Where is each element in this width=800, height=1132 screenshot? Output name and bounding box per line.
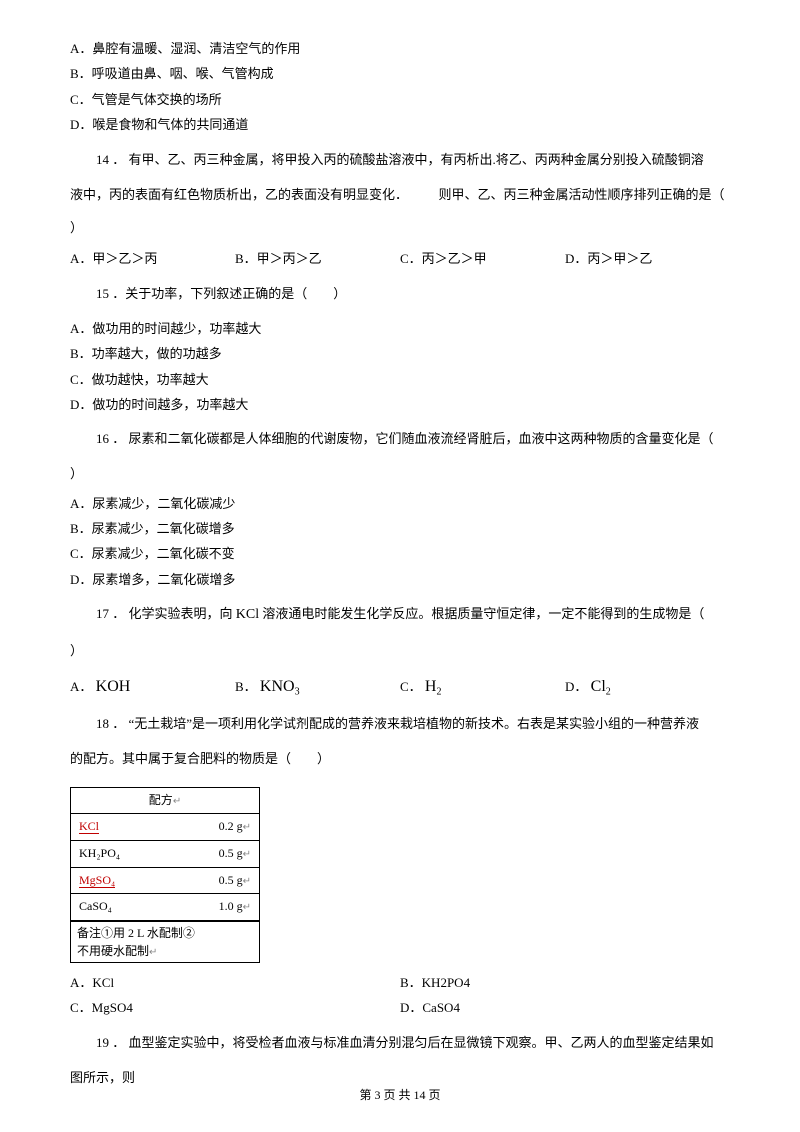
- q13-option-b: B．呼吸道由鼻、咽、喉、气管构成: [70, 62, 730, 85]
- q19-text1: 血型鉴定实验中，将受检者血液与标准血清分别混匀后在显微镜下观察。甲、乙两人的血型…: [129, 1035, 714, 1050]
- q13-option-d: D．喉是食物和气体的共同通道: [70, 113, 730, 136]
- q13-option-a: A．鼻腔有温暖、湿润、清洁空气的作用: [70, 37, 730, 60]
- q14-option-c: C．丙＞乙＞甲: [400, 247, 565, 270]
- q16-text1: 尿素和二氧化碳都是人体细胞的代谢废物，它们随血液流经肾脏后，血液中这两种物质的含…: [129, 431, 714, 446]
- val-text: 1.0 g: [219, 899, 243, 913]
- q16-option-d: D．尿素增多，二氧化碳增多: [70, 568, 730, 591]
- footer-total: 14: [414, 1088, 426, 1102]
- q19-num: 19 ．: [96, 1035, 125, 1050]
- cell-name: CaSO₄: [79, 896, 165, 918]
- q17-c-prefix: C．: [400, 679, 422, 694]
- footer-mid: 页 共: [380, 1088, 413, 1102]
- footer-prefix: 第: [359, 1088, 374, 1102]
- q16-num: 16 ．: [96, 431, 125, 446]
- q14-num: 14 ．: [96, 152, 125, 167]
- marker-icon: ↵: [149, 947, 157, 958]
- q14-option-d: D．丙＞甲＞乙: [565, 247, 730, 270]
- table-row: KCl 0.2 g↵: [71, 814, 259, 841]
- val-text: 0.2 g: [219, 819, 243, 833]
- q17-option-b: B． KNO3: [235, 673, 400, 702]
- q17-formula: KCl: [236, 607, 259, 622]
- table-header-text: 配方: [149, 793, 173, 807]
- q17-c-sub: 2: [436, 686, 441, 697]
- kcl-text: KCl: [79, 819, 99, 834]
- cell-val: 1.0 g↵: [165, 896, 251, 918]
- q18-options-row2: C．MgSO4 D．CaSO4: [70, 996, 730, 1019]
- marker-icon: ↵: [243, 876, 251, 887]
- table-note: 备注①用 2 L 水配制② 不用硬水配制↵: [71, 921, 259, 962]
- q17-c-formula: H: [425, 678, 437, 695]
- q16-text: 16 ． 尿素和二氧化碳都是人体细胞的代谢废物，它们随血液流经肾脏后，血液中这两…: [70, 426, 730, 452]
- val-text: 0.5 g: [219, 846, 243, 860]
- q14-close: ）: [70, 216, 730, 239]
- q17-b-prefix: B．: [235, 679, 257, 694]
- table-row: MgSO₄ 0.5 g↵: [71, 868, 259, 895]
- q18-option-c: C．MgSO4: [70, 996, 400, 1019]
- table-row: CaSO₄ 1.0 g↵: [71, 894, 259, 921]
- table-row: KH₂PO₄ 0.5 g↵: [71, 841, 259, 868]
- q17-b-formula: KNO: [260, 678, 295, 695]
- marker-icon: ↵: [243, 822, 251, 833]
- q15-option-c: C．做功越快，功率越大: [70, 368, 730, 391]
- q17-a-prefix: A．: [70, 679, 92, 694]
- q14-option-b: B．甲＞丙＞乙: [235, 247, 400, 270]
- cell-name: KH₂PO₄: [79, 843, 165, 865]
- q18-options-row1: A．KCl B．KH2PO4: [70, 971, 730, 994]
- marker-icon: ↵: [173, 796, 181, 807]
- q17-d-prefix: D．: [565, 679, 587, 694]
- q15-option-b: B．功率越大，做的功越多: [70, 342, 730, 365]
- q16-option-a: A．尿素减少，二氧化碳减少: [70, 492, 730, 515]
- q17-text: 17 ． 化学实验表明，向 KCl 溶液通电时能发生化学反应。根据质量守恒定律，…: [70, 601, 730, 629]
- q17-d-formula: Cl: [591, 678, 606, 695]
- marker-icon: ↵: [243, 902, 251, 913]
- q15-option-d: D．做功的时间越多，功率越大: [70, 393, 730, 416]
- q16-close: ）: [70, 462, 730, 485]
- q16-option-c: C．尿素减少，二氧化碳不变: [70, 542, 730, 565]
- q18-text1: “无土栽培”是一项利用化学试剂配成的营养液来栽培植物的新技术。右表是某实验小组的…: [129, 716, 700, 731]
- q13-option-c: C．气管是气体交换的场所: [70, 88, 730, 111]
- mgso4-text: MgSO₄: [79, 873, 115, 888]
- q17-d-sub: 2: [606, 686, 611, 697]
- q15-intro: 15 ．关于功率，下列叙述正确的是（ ）: [70, 281, 730, 307]
- val-text: 0.5 g: [219, 873, 243, 887]
- q17-close: ）: [70, 639, 730, 662]
- q18-text-line2: 的配方。其中属于复合肥料的物质是（ ）: [70, 747, 730, 770]
- q14-text-line2: 液中，丙的表面有红色物质析出，乙的表面没有明显变化． 则甲、乙、丙三种金属活动性…: [70, 183, 730, 206]
- footer-suffix: 页: [426, 1088, 441, 1102]
- q14-option-a: A．甲＞乙＞丙: [70, 247, 235, 270]
- q17-b-sub: 3: [295, 686, 300, 697]
- q17-text2: 溶液通电时能发生化学反应。根据质量守恒定律，一定不能得到的生成物是（: [262, 606, 704, 621]
- q18-option-d: D．CaSO4: [400, 996, 730, 1019]
- cell-val: 0.2 g↵: [165, 816, 251, 838]
- q17-option-d: D． Cl2: [565, 673, 730, 702]
- q14-text: 14 ． 有甲、乙、丙三种金属，将甲投入丙的硫酸盐溶液中，有丙析出.将乙、丙两种…: [70, 147, 730, 173]
- note2: 不用硬水配制: [77, 944, 149, 958]
- q17-num: 17 ．: [96, 606, 125, 621]
- q17-a-formula: KOH: [96, 678, 131, 695]
- q18-table: 配方↵ KCl 0.2 g↵ KH₂PO₄ 0.5 g↵ MgSO₄ 0.5 g…: [70, 787, 260, 963]
- q18-text-line1: 18 ． “无土栽培”是一项利用化学试剂配成的营养液来栽培植物的新技术。右表是某…: [70, 711, 730, 737]
- cell-name: MgSO₄: [79, 870, 165, 892]
- q18-num: 18 ．: [96, 716, 125, 731]
- q15-option-a: A．做功用的时间越少，功率越大: [70, 317, 730, 340]
- q14-text1: 有甲、乙、丙三种金属，将甲投入丙的硫酸盐溶液中，有丙析出.将乙、丙两种金属分别投…: [129, 152, 704, 167]
- cell-val: 0.5 g↵: [165, 843, 251, 865]
- table-header: 配方↵: [71, 788, 259, 815]
- note1: 备注①用 2 L 水配制②: [77, 926, 195, 940]
- q14-options: A．甲＞乙＞丙 B．甲＞丙＞乙 C．丙＞乙＞甲 D．丙＞甲＞乙: [70, 247, 730, 270]
- q17-option-c: C． H2: [400, 673, 565, 702]
- q17-options: A． KOH B． KNO3 C． H2 D． Cl2: [70, 673, 730, 702]
- q18-option-a: A．KCl: [70, 971, 400, 994]
- q18-option-b: B．KH2PO4: [400, 971, 730, 994]
- q16-option-b: B．尿素减少，二氧化碳增多: [70, 517, 730, 540]
- page-footer: 第 3 页 共 14 页: [0, 1085, 800, 1107]
- q19-text-line1: 19 ． 血型鉴定实验中，将受检者血液与标准血清分别混匀后在显微镜下观察。甲、乙…: [70, 1030, 730, 1056]
- marker-icon: ↵: [243, 849, 251, 860]
- q14-text2: 液中，丙的表面有红色物质析出，乙的表面没有明显变化．: [70, 187, 408, 202]
- cell-name: KCl: [79, 816, 165, 838]
- q17-option-a: A． KOH: [70, 673, 235, 702]
- q14-text3: 则甲、乙、丙三种金属活动性顺序排列正确的是（: [439, 187, 725, 202]
- q17-text1: 化学实验表明，向: [129, 606, 233, 621]
- cell-val: 0.5 g↵: [165, 870, 251, 892]
